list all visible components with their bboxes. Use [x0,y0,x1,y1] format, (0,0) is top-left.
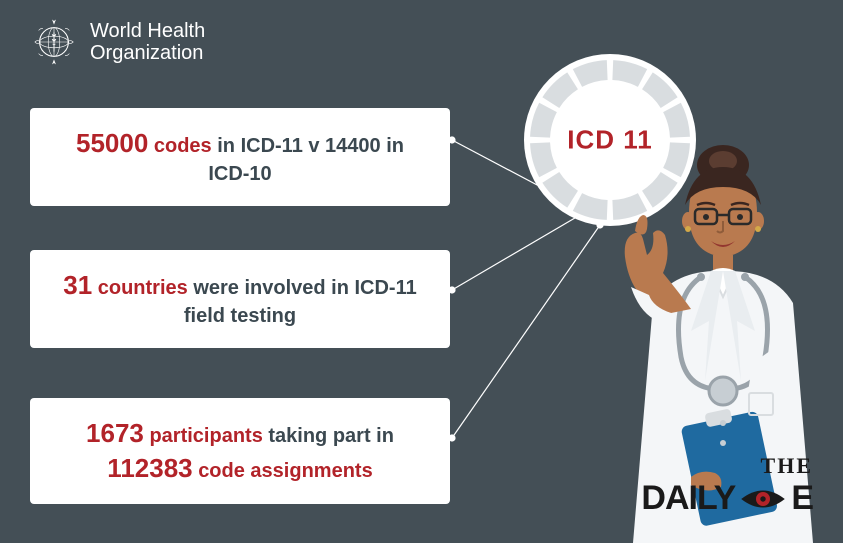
fact-box-1: 55000 codes in ICD-11 v 14400 in ICD-10 [30,108,450,206]
fact2-num: 31 [63,270,92,300]
fact3-word2: code assignments [198,460,373,482]
who-line2: Organization [90,42,205,64]
who-emblem-icon [30,18,78,66]
who-line1: World Health [90,20,205,42]
dailyeye-line2: DAILY E [641,479,813,518]
dailyeye-pre: DAILY [641,479,735,518]
fact1-rest: in ICD-11 v 14400 in ICD-10 [208,135,404,185]
eye-icon [739,485,787,513]
fact3-rest-pre: taking part in [268,425,394,447]
fact3-word: participants [149,425,262,447]
infographic-canvas: World Health Organization 55000 codes in… [0,0,843,543]
fact1-num: 55000 [76,128,148,158]
dailyeye-watermark: THE DAILY E [641,453,813,518]
fact3-num2: 112383 [107,453,192,483]
fact1-word: codes [154,135,212,157]
fact-box-3: 1673 participants taking part in 112383 … [30,398,450,504]
who-text: World Health Organization [90,20,205,64]
fact2-word: countries [98,277,188,299]
fact2-rest: were involved in ICD-11 field testing [184,277,417,327]
dailyeye-post: E [791,479,813,518]
dailyeye-line1: THE [641,453,813,479]
fact3-num: 1673 [86,418,144,448]
who-logo: World Health Organization [30,18,205,66]
fact-box-2: 31 countries were involved in ICD-11 fie… [30,250,450,348]
